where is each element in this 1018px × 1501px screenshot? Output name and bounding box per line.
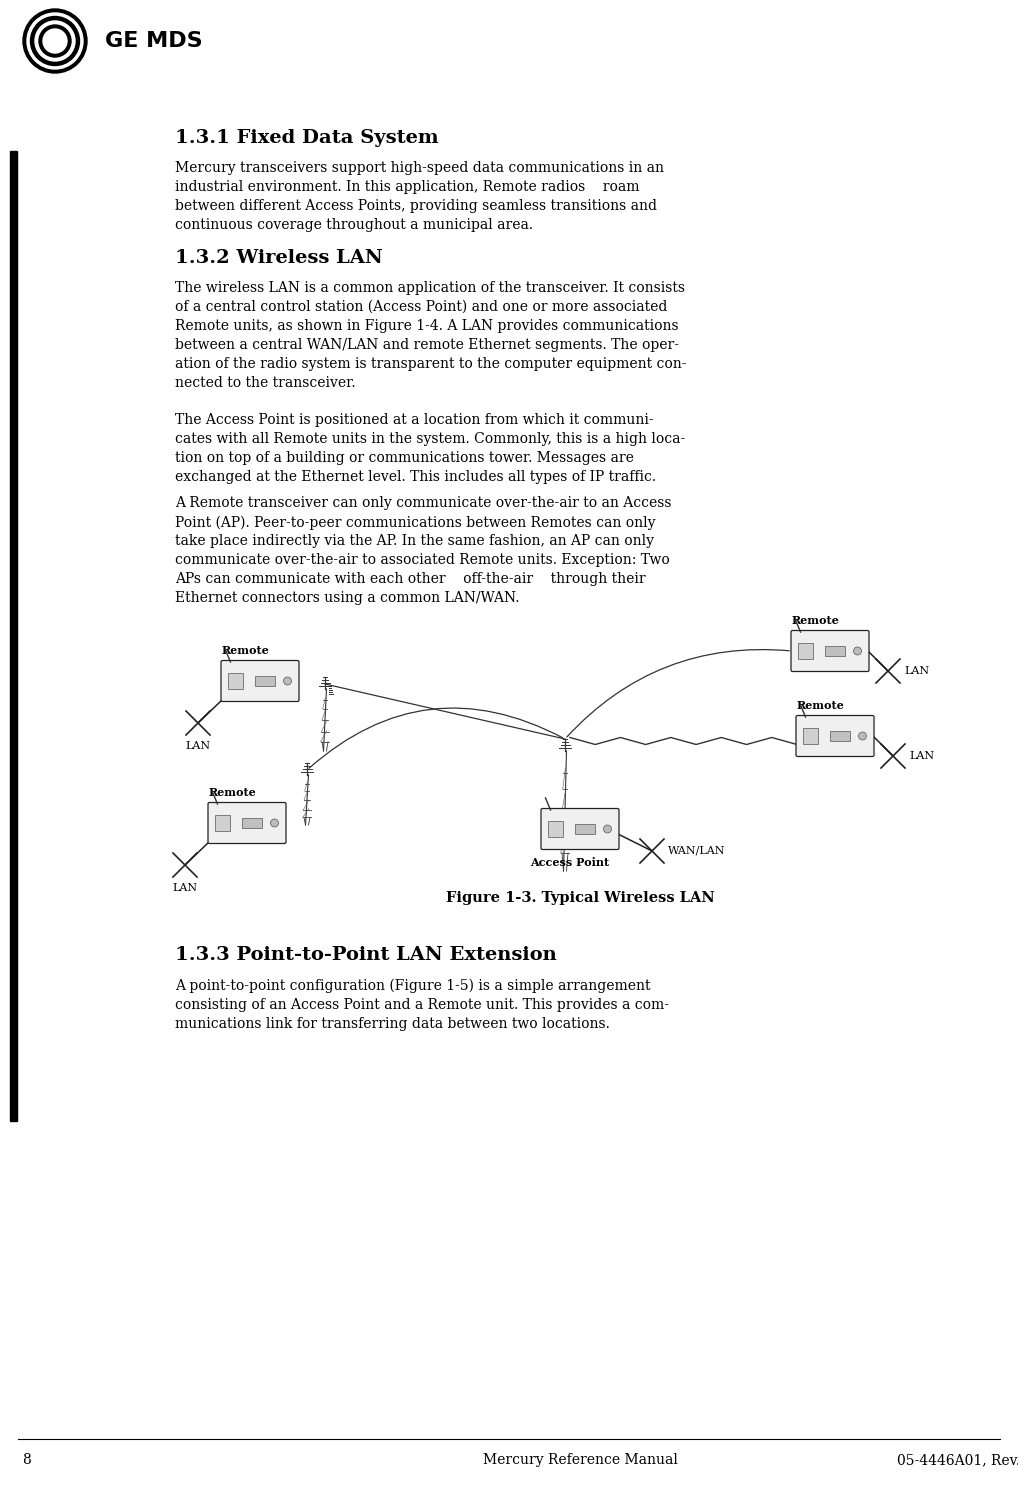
Circle shape [31,17,79,66]
Circle shape [43,29,67,53]
Circle shape [23,9,87,74]
Bar [215,815,229,832]
FancyBboxPatch shape [208,803,286,844]
FancyBboxPatch shape [541,809,619,850]
Circle shape [853,647,861,654]
Text: 1.3.2 Wireless LAN: 1.3.2 Wireless LAN [175,249,383,267]
Text: 05-4446A01, Rev. C: 05-4446A01, Rev. C [897,1453,1018,1466]
Circle shape [35,21,75,62]
FancyBboxPatch shape [791,630,869,671]
Text: Remote: Remote [222,645,270,656]
Text: A point-to-point configuration (Figure 1-5) is a simple arrangement
consisting o: A point-to-point configuration (Figure 1… [175,979,669,1031]
FancyBboxPatch shape [221,660,299,701]
Bar [254,675,275,686]
Text: Remote: Remote [797,699,845,711]
Text: 8: 8 [22,1453,31,1466]
Text: LAN: LAN [172,883,197,893]
Text: LAN: LAN [909,750,935,761]
Text: Mercury Reference Manual: Mercury Reference Manual [483,1453,677,1466]
Bar [797,642,812,659]
Bar [242,818,262,829]
Text: 1.3.3 Point-to-Point LAN Extension: 1.3.3 Point-to-Point LAN Extension [175,946,557,964]
Circle shape [283,677,291,684]
Text: WAN/LAN: WAN/LAN [668,847,726,856]
Circle shape [271,820,279,827]
Circle shape [858,732,866,740]
Circle shape [39,26,71,57]
Text: A Remote transceiver can only communicate over-the-air to an Access
Point (AP). : A Remote transceiver can only communicat… [175,495,672,605]
Text: $\mathscr{ge}$: $\mathscr{ge}$ [46,33,64,47]
Text: 1.3.1 Fixed Data System: 1.3.1 Fixed Data System [175,129,439,147]
Bar [830,731,850,741]
Text: Remote: Remote [209,787,257,799]
Text: Mercury transceivers support high-speed data communications in an
industrial env: Mercury transceivers support high-speed … [175,161,664,231]
Text: The Access Point is positioned at a location from which it communi-
cates with a: The Access Point is positioned at a loca… [175,413,685,483]
Text: LAN: LAN [185,741,211,750]
Bar [825,645,845,656]
Bar [575,824,595,835]
Bar [802,728,817,744]
Circle shape [27,14,83,69]
Bar [10,152,17,1121]
Text: GE MDS: GE MDS [105,32,203,51]
Bar [227,672,242,689]
Text: Remote: Remote [792,615,840,626]
Bar [548,821,563,838]
Text: The wireless LAN is a common application of the transceiver. It consists
of a ce: The wireless LAN is a common application… [175,281,686,390]
Text: Access Point: Access Point [530,857,610,868]
Text: LAN: LAN [904,666,929,675]
Circle shape [604,826,612,833]
Text: Figure 1-3. Typical Wireless LAN: Figure 1-3. Typical Wireless LAN [446,892,715,905]
FancyBboxPatch shape [796,716,874,757]
